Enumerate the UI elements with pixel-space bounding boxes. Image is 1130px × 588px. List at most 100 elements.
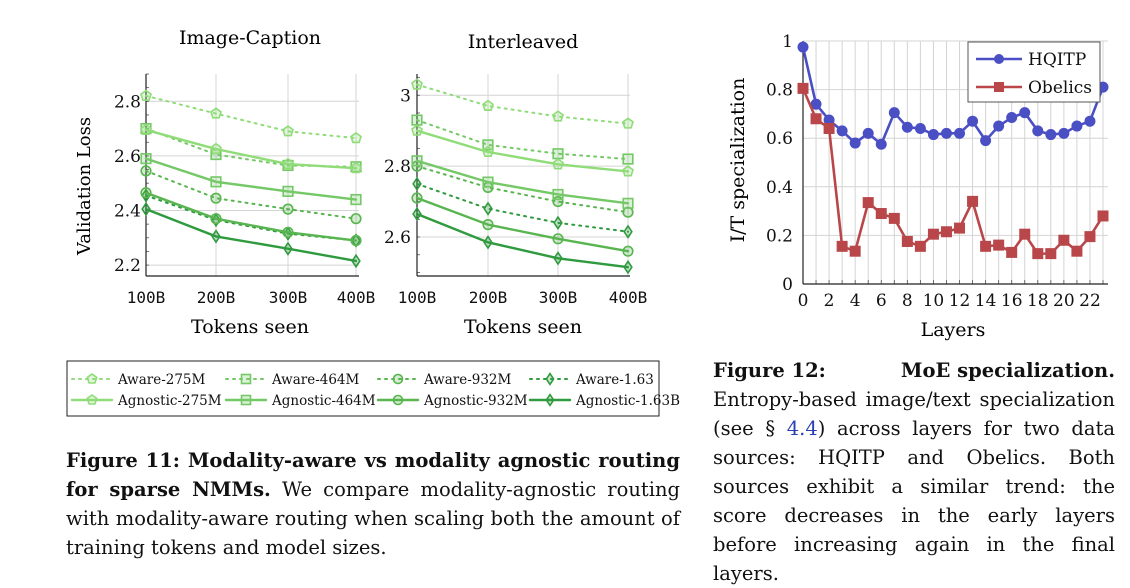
spec-x-tick-label: 2 bbox=[824, 291, 835, 311]
il-data-point bbox=[482, 176, 494, 188]
il-data-point bbox=[411, 192, 423, 204]
spec-data-point bbox=[875, 138, 887, 150]
spec-x-tick-label: 22 bbox=[1079, 291, 1101, 311]
spec-data-point bbox=[967, 115, 979, 127]
spec-data-point bbox=[849, 245, 861, 257]
spec-x-tick-label: 0 bbox=[798, 291, 809, 311]
spec-data-point bbox=[797, 41, 809, 53]
il-data-point bbox=[622, 245, 634, 257]
spec-data-point bbox=[1097, 210, 1109, 222]
layers-x-axis-label: Layers bbox=[921, 319, 986, 341]
spec-x-tick-label: 16 bbox=[1001, 291, 1023, 311]
spec-legend-marker-0 bbox=[994, 54, 1004, 64]
il-data-point bbox=[412, 206, 422, 222]
interleaved-title: Interleaved bbox=[468, 31, 579, 53]
spec-data-point bbox=[836, 240, 848, 252]
ic-y-tick-label: 2.6 bbox=[114, 147, 141, 167]
spec-data-point bbox=[980, 135, 992, 147]
spec-data-point bbox=[862, 127, 874, 139]
section-ref-link[interactable]: 4.4 bbox=[786, 417, 818, 440]
il-series-line bbox=[415, 159, 630, 205]
image-caption-x-axis-label: Tokens seen bbox=[191, 316, 309, 338]
spec-data-point bbox=[1032, 125, 1044, 137]
legend-marker-7 bbox=[545, 393, 555, 407]
ic-data-point bbox=[210, 142, 222, 155]
spec-x-tick-label: 4 bbox=[850, 291, 861, 311]
ic-series-line bbox=[144, 128, 358, 170]
image-caption-title: Image-Caption bbox=[179, 27, 321, 49]
il-data-point bbox=[622, 153, 634, 165]
spec-data-point bbox=[914, 122, 926, 134]
spec-data-point bbox=[1019, 228, 1031, 240]
il-x-tick-label: 200B bbox=[469, 288, 508, 307]
ic-series-line bbox=[145, 194, 357, 242]
spec-x-tick-label: 6 bbox=[876, 291, 887, 311]
figure12-caption: Figure 12: MoE specialization. Entropy-b… bbox=[713, 356, 1115, 588]
ic-data-point bbox=[282, 226, 294, 238]
ic-data-point bbox=[141, 201, 151, 217]
legend-label-6: Agnostic-932M bbox=[423, 393, 528, 409]
ic-data-point bbox=[210, 107, 222, 119]
ic-x-tick-label: 300B bbox=[269, 288, 308, 307]
spec-data-point bbox=[927, 129, 939, 141]
il-data-point bbox=[622, 117, 634, 129]
spec-data-point bbox=[1045, 129, 1057, 141]
il-data-point bbox=[553, 251, 563, 266]
figure11-caption-label: Figure 11: Modality-aware vs modality ag… bbox=[66, 449, 680, 501]
ic-data-point bbox=[282, 185, 294, 197]
spec-data-point bbox=[927, 228, 939, 240]
il-data-point bbox=[411, 155, 423, 167]
spec-y-tick-label: 0.8 bbox=[766, 81, 793, 101]
il-series-line bbox=[416, 182, 629, 233]
ic-data-point bbox=[351, 253, 361, 269]
spec-data-point bbox=[1071, 245, 1083, 257]
spec-y-tick-label: 0.2 bbox=[766, 226, 793, 246]
il-data-point bbox=[411, 124, 423, 136]
figure11-caption: Figure 11: Modality-aware vs modality ag… bbox=[66, 446, 680, 562]
spec-data-point bbox=[993, 120, 1005, 132]
il-x-tick-label: 100B bbox=[398, 288, 437, 307]
il-series-line bbox=[416, 165, 629, 214]
ic-data-point bbox=[350, 193, 362, 206]
image-caption-y-axis-label: Validation Loss bbox=[74, 117, 95, 256]
ic-series-line bbox=[144, 207, 358, 263]
spec-data-point bbox=[888, 107, 900, 119]
spec-data-point bbox=[797, 82, 809, 94]
legend-marker-5 bbox=[240, 394, 252, 406]
il-data-point bbox=[623, 259, 633, 275]
legend-label-2: Aware-932M bbox=[423, 372, 512, 388]
spec-data-point bbox=[849, 137, 861, 149]
ic-data-point bbox=[210, 176, 222, 188]
figure11-caption-text: We compare modality-agnostic routing wit… bbox=[66, 478, 681, 559]
spec-data-point bbox=[1084, 115, 1096, 127]
spec-legend-frame bbox=[967, 41, 1101, 103]
spec-y-tick-label: 0 bbox=[782, 275, 793, 295]
spec-data-point bbox=[993, 239, 1005, 251]
spec-data-point bbox=[914, 240, 926, 252]
spec-x-tick-label: 18 bbox=[1027, 291, 1049, 311]
il-series-line bbox=[416, 119, 629, 161]
interleaved-x-axis-label: Tokens seen bbox=[464, 316, 582, 338]
ic-data-point bbox=[350, 131, 362, 144]
spec-data-point bbox=[901, 121, 913, 133]
figure11-legend: Aware-275M Aware-464M Aware-932M Aware-1.63… bbox=[66, 360, 680, 417]
ic-y-tick-label: 2.4 bbox=[114, 201, 141, 221]
spec-data-point bbox=[954, 222, 966, 234]
il-data-point bbox=[552, 158, 564, 170]
il-data-point bbox=[552, 110, 564, 122]
spec-data-point bbox=[1058, 234, 1070, 246]
figure12-caption-number: Figure 12: bbox=[713, 359, 826, 382]
ic-x-tick-label: 400B bbox=[337, 288, 376, 307]
spec-data-point bbox=[875, 208, 887, 220]
il-data-point bbox=[411, 114, 423, 126]
ic-data-point bbox=[140, 187, 152, 199]
spec-x-tick-label: 10 bbox=[923, 291, 945, 311]
spec-data-point bbox=[1006, 112, 1018, 124]
spec-x-tick-label: 20 bbox=[1053, 291, 1075, 311]
spec-data-point bbox=[836, 125, 848, 137]
ic-x-tick-label: 200B bbox=[197, 288, 236, 307]
spec-legend-label-0: HQITP bbox=[1028, 50, 1086, 70]
il-data-point bbox=[482, 219, 494, 231]
spec-data-point bbox=[1032, 248, 1044, 260]
ic-data-point bbox=[282, 157, 294, 170]
